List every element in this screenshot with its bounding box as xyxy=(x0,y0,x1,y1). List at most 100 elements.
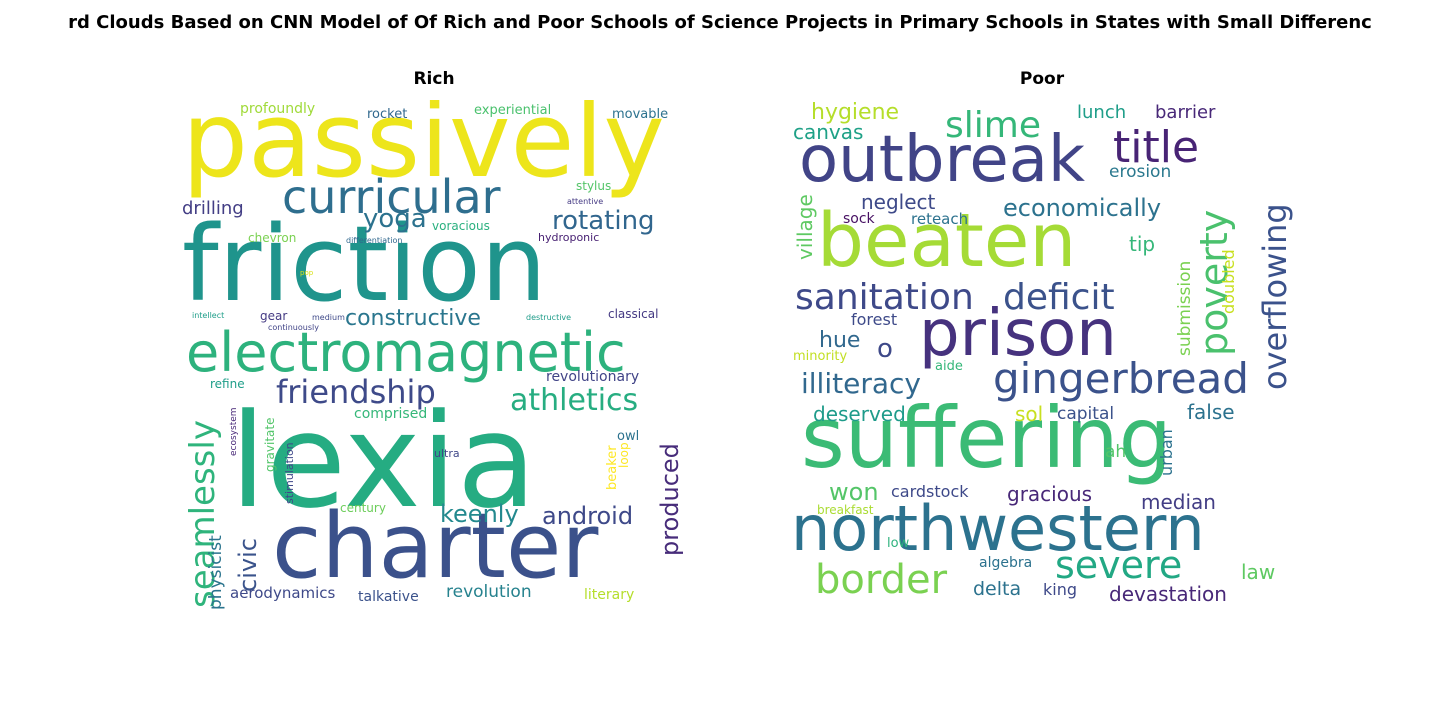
cloud-word: sol xyxy=(1015,402,1044,426)
cloud-word: rotating xyxy=(552,206,655,236)
cloud-word: gear xyxy=(260,309,288,323)
cloud-word: northwestern xyxy=(791,492,1205,565)
cloud-word: minority xyxy=(793,349,848,364)
cloud-word: hydroponic xyxy=(538,231,600,244)
cloud-word: hygiene xyxy=(811,100,900,125)
cloud-word: urban xyxy=(1157,429,1176,476)
cloud-word: lexia xyxy=(230,385,537,537)
cloud-word: deserved xyxy=(813,402,906,426)
cloud-word: voracious xyxy=(432,219,490,233)
cloud-word: drilling xyxy=(182,198,244,219)
cloud-word: loop xyxy=(617,442,631,468)
cloud-word: sock xyxy=(843,211,875,227)
cloud-word: gravitate xyxy=(263,417,277,473)
cloud-word: beaten xyxy=(817,198,1077,284)
cloud-word: suffering xyxy=(801,389,1172,487)
cloud-word: hue xyxy=(819,328,861,353)
cloud-word: aerodynamics xyxy=(230,584,336,602)
cloud-word: friendship xyxy=(276,373,436,411)
cloud-word: yoga xyxy=(363,204,427,234)
cloud-word: chevron xyxy=(248,231,297,245)
cloud-word: title xyxy=(1113,122,1200,173)
cloud-word: tip xyxy=(1129,232,1156,256)
cloud-word: experiential xyxy=(474,103,552,118)
cloud-word: breakfast xyxy=(817,503,874,517)
cloud-word: delta xyxy=(973,578,1022,600)
cloud-word: ecosystem xyxy=(229,407,239,456)
cloud-word: false xyxy=(1187,400,1235,424)
word-cloud-rich: passively friction lexia charter electromagn… xyxy=(180,100,690,610)
cloud-word: severe xyxy=(1055,543,1183,587)
cloud-word: friction xyxy=(182,203,547,325)
figure-title: rd Clouds Based on CNN Model of Of Rich … xyxy=(68,12,1372,33)
cloud-word: slime xyxy=(945,105,1041,146)
cloud-word: deficit xyxy=(1003,277,1115,318)
cloud-word: medium xyxy=(312,313,345,322)
cloud-word: submission xyxy=(1175,260,1195,356)
cloud-word: profoundly xyxy=(240,101,316,117)
cloud-word: gingerbread xyxy=(993,354,1249,403)
cloud-word: produced xyxy=(656,443,684,556)
cloud-word: attentive xyxy=(567,197,604,206)
cloud-word: reteach xyxy=(911,210,969,228)
cloud-word: physicist xyxy=(206,535,226,610)
cloud-word: aide xyxy=(935,359,963,374)
cloud-word: electromagnetic xyxy=(186,321,626,384)
cloud-word: rocket xyxy=(367,107,408,122)
cloud-word: keenly xyxy=(440,500,519,528)
cloud-word: devastation xyxy=(1109,582,1227,606)
cloud-word: talkative xyxy=(358,589,419,605)
cloud-word: charter xyxy=(272,494,599,599)
cloud-word: curricular xyxy=(282,170,501,224)
cloud-word: overflowing xyxy=(1256,203,1294,390)
cloud-word: continuously xyxy=(268,323,319,332)
cloud-word: lunch xyxy=(1077,102,1127,123)
cloud-word: literary xyxy=(584,587,635,603)
cloud-word: comprised xyxy=(354,406,428,422)
cloud-word: neglect xyxy=(861,190,936,214)
cloud-word: intellect xyxy=(192,311,225,320)
cloud-word: cardstock xyxy=(891,482,969,501)
cloud-word: economically xyxy=(1003,194,1162,222)
cloud-word: erosion xyxy=(1109,162,1172,182)
cloud-word: law xyxy=(1241,560,1276,584)
cloud-word: gracious xyxy=(1007,482,1093,506)
cloud-word: median xyxy=(1141,490,1216,514)
cloud-word: differentiation xyxy=(346,236,403,245)
cloud-word: prison xyxy=(919,297,1117,371)
cloud-word: canvas xyxy=(793,120,864,144)
cloud-word: android xyxy=(542,502,634,530)
cloud-word: king xyxy=(1043,580,1078,599)
cloud-word: revolution xyxy=(446,582,532,602)
cloud-word: movable xyxy=(612,107,669,122)
panel-title-poor: Poor xyxy=(1019,69,1065,89)
cloud-word: low xyxy=(887,536,910,551)
cloud-word: refine xyxy=(210,377,245,391)
panel-title-rich: Rich xyxy=(413,69,455,89)
cloud-word: doubled xyxy=(1219,249,1238,314)
cloud-word: revolutionary xyxy=(546,369,640,385)
cloud-word: stylus xyxy=(576,179,612,193)
cloud-word: outbreak xyxy=(799,123,1085,197)
cloud-word: century xyxy=(340,501,386,515)
cloud-word: illiteracy xyxy=(801,367,921,400)
cloud-word: ultra xyxy=(434,447,460,460)
word-cloud-poor: outbreak beaten prison suffering northwester… xyxy=(787,100,1297,610)
cloud-word: sanitation xyxy=(795,277,974,318)
cloud-word: owl xyxy=(617,429,640,444)
cloud-word: won xyxy=(829,478,879,506)
cloud-word: ah xyxy=(1105,442,1127,462)
cloud-word: passively xyxy=(182,100,665,201)
cloud-word: barrier xyxy=(1155,102,1216,123)
cloud-word: classical xyxy=(608,307,659,321)
cloud-word: stimulation xyxy=(283,442,296,504)
cloud-word: constructive xyxy=(345,306,481,331)
cloud-word: border xyxy=(815,557,948,603)
cloud-word: village xyxy=(793,194,817,260)
cloud-word: forest xyxy=(851,310,898,329)
cloud-word: o xyxy=(877,334,893,364)
cloud-word: algebra xyxy=(979,555,1033,571)
cloud-word: destructive xyxy=(526,313,572,322)
cloud-word: athletics xyxy=(510,383,639,418)
cloud-word: capital xyxy=(1057,404,1115,424)
